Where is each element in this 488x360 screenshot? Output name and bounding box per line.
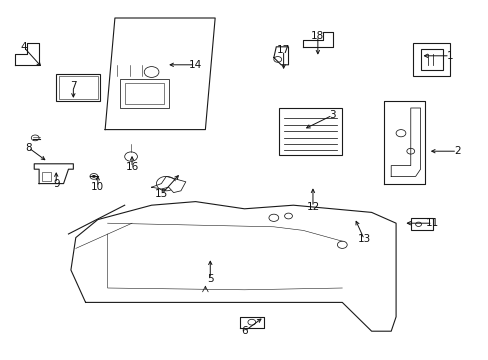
- Bar: [56, 74, 100, 101]
- Text: 17: 17: [276, 45, 290, 55]
- Text: 10: 10: [91, 182, 104, 192]
- Text: 8: 8: [25, 143, 32, 153]
- Bar: [420, 49, 442, 70]
- Text: 14: 14: [188, 60, 202, 70]
- Text: 6: 6: [241, 326, 247, 336]
- Circle shape: [92, 175, 96, 178]
- Text: 9: 9: [53, 179, 60, 189]
- Text: 1: 1: [446, 51, 452, 61]
- Text: 13: 13: [357, 234, 370, 244]
- Bar: [120, 79, 168, 108]
- Text: 18: 18: [310, 31, 324, 41]
- Text: 16: 16: [125, 162, 139, 172]
- Text: 4: 4: [20, 42, 27, 52]
- Bar: [124, 83, 163, 104]
- Bar: [278, 108, 342, 155]
- Text: 11: 11: [425, 218, 439, 228]
- Text: 5: 5: [206, 274, 213, 284]
- Text: 7: 7: [70, 81, 77, 91]
- Bar: [410, 218, 432, 230]
- Bar: [41, 172, 51, 181]
- Bar: [59, 76, 98, 99]
- Text: 3: 3: [328, 110, 335, 120]
- Text: 2: 2: [453, 146, 460, 156]
- Text: 12: 12: [305, 202, 319, 212]
- Bar: [412, 43, 449, 76]
- Text: 15: 15: [154, 189, 168, 199]
